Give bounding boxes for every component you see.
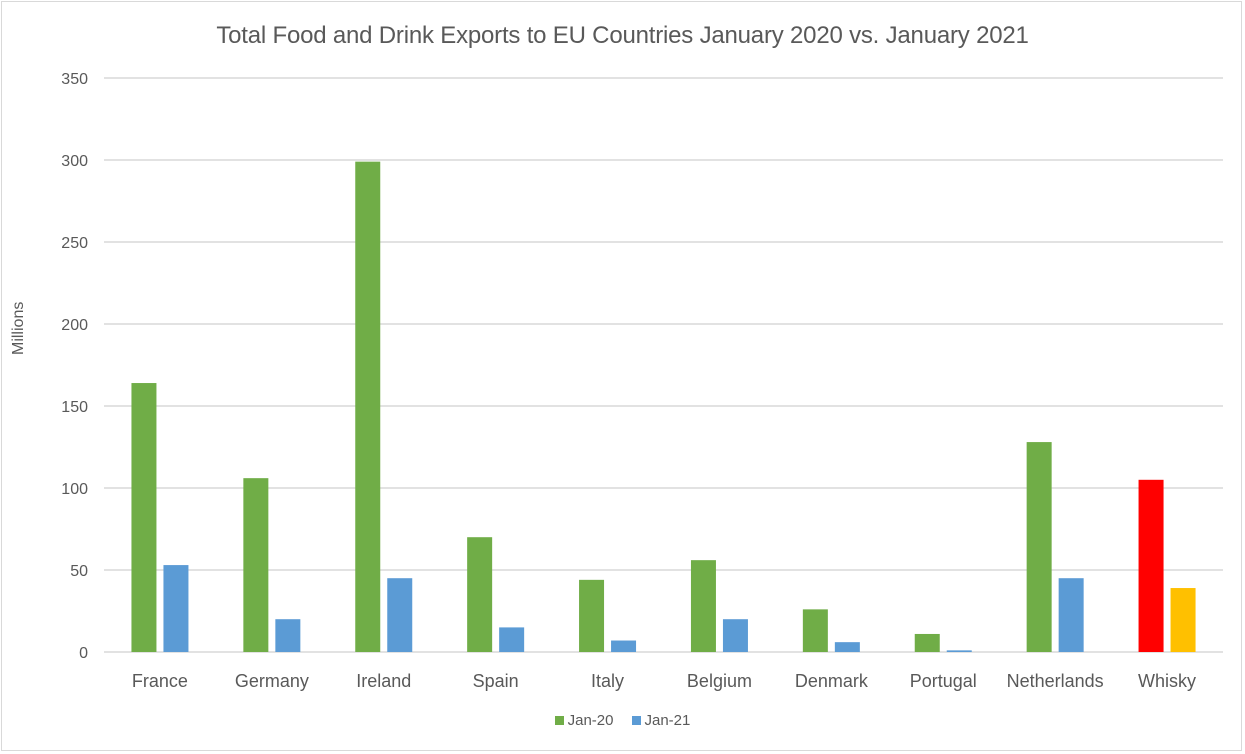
x-tick-label-ireland: Ireland xyxy=(356,671,411,691)
bar-france-jan-20 xyxy=(131,383,157,652)
x-tick-label-spain: Spain xyxy=(473,671,519,691)
bar-whisky-jan-21 xyxy=(1170,588,1196,652)
x-tick-label-germany: Germany xyxy=(235,671,309,691)
legend: Jan-20 Jan-21 xyxy=(0,712,1245,729)
y-tick-label-150: 150 xyxy=(61,399,88,416)
y-tick-label-300: 300 xyxy=(61,153,88,170)
bar-spain-jan-21 xyxy=(499,627,525,652)
y-tick-label-200: 200 xyxy=(61,317,88,334)
x-tick-label-portugal: Portugal xyxy=(910,671,977,691)
y-tick-label-350: 350 xyxy=(61,71,88,88)
bar-france-jan-21 xyxy=(163,565,189,652)
bar-germany-jan-21 xyxy=(275,619,301,652)
x-tick-label-france: France xyxy=(132,671,188,691)
bar-italy-jan-20 xyxy=(579,579,605,652)
bar-belgium-jan-21 xyxy=(722,619,748,652)
x-tick-label-whisky: Whisky xyxy=(1138,671,1196,691)
bar-italy-jan-21 xyxy=(611,640,637,652)
bar-spain-jan-20 xyxy=(467,537,493,652)
bar-portugal-jan-20 xyxy=(914,633,940,652)
y-tick-label-50: 50 xyxy=(70,563,88,580)
x-tick-label-belgium: Belgium xyxy=(687,671,752,691)
bar-whisky-jan-20 xyxy=(1138,479,1164,652)
legend-item-jan-21: Jan-21 xyxy=(631,712,691,729)
y-tick-label-250: 250 xyxy=(61,235,88,252)
legend-swatch-jan-21 xyxy=(631,716,641,725)
bar-denmark-jan-20 xyxy=(802,609,828,652)
bar-denmark-jan-21 xyxy=(834,642,860,652)
y-tick-label-100: 100 xyxy=(61,481,88,498)
legend-label-jan-20: Jan-20 xyxy=(567,712,614,729)
chart-title: Total Food and Drink Exports to EU Count… xyxy=(216,22,1029,49)
y-tick-label-0: 0 xyxy=(79,645,88,662)
x-tick-label-denmark: Denmark xyxy=(795,671,869,691)
x-tick-label-italy: Italy xyxy=(591,671,624,691)
legend-swatch-jan-20 xyxy=(554,716,564,725)
bar-ireland-jan-20 xyxy=(355,161,381,652)
bar-netherlands-jan-21 xyxy=(1058,578,1084,652)
x-tick-label-netherlands: Netherlands xyxy=(1007,671,1104,691)
bar-portugal-jan-21 xyxy=(946,650,972,652)
bar-netherlands-jan-20 xyxy=(1026,442,1052,652)
bar-belgium-jan-20 xyxy=(690,560,716,652)
bar-ireland-jan-21 xyxy=(387,578,413,652)
legend-label-jan-21: Jan-21 xyxy=(644,712,691,729)
bar-germany-jan-20 xyxy=(243,478,269,652)
legend-item-jan-20: Jan-20 xyxy=(554,712,614,729)
